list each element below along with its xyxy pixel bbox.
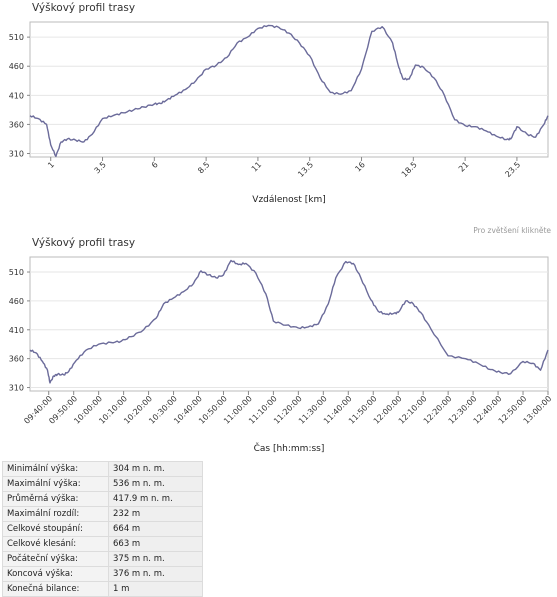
stats-row: Průměrná výška: 417.9 m n. m. bbox=[2, 491, 203, 507]
stats-value: 663 m bbox=[108, 536, 203, 552]
x-tick-label: 6 bbox=[150, 160, 160, 170]
y-tick-label: 360 bbox=[9, 355, 24, 364]
x-tick-label: 13.5 bbox=[296, 160, 315, 179]
x-tick-label: 16 bbox=[353, 160, 367, 174]
x-tick-label: 11 bbox=[250, 160, 264, 174]
zoom-hint: Pro zvětšení klikněte bbox=[473, 226, 551, 235]
elevation-line bbox=[29, 259, 549, 384]
stats-label: Maximální výška: bbox=[2, 476, 109, 492]
stats-value: 232 m bbox=[108, 506, 203, 522]
stats-value: 304 m n. m. bbox=[108, 461, 203, 477]
stats-row: Maximální výška: 536 m n. m. bbox=[2, 476, 203, 492]
y-tick-label: 310 bbox=[9, 150, 24, 159]
stats-label: Průměrná výška: bbox=[2, 491, 109, 507]
stats-row: Konečná bilance: 1 m bbox=[2, 581, 203, 597]
x-tick-label: 3.5 bbox=[93, 160, 108, 175]
y-tick-label: 510 bbox=[9, 33, 24, 42]
stats-table: Minimální výška: 304 m n. m. Maximální výš… bbox=[2, 461, 203, 597]
stats-value: 1 m bbox=[108, 581, 203, 597]
stats-label: Minimální výška: bbox=[2, 461, 109, 477]
stats-label: Maximální rozdíl: bbox=[2, 506, 109, 522]
chart-2-time[interactable]: 51046041036031009:40:0009:50:0010:00:001… bbox=[0, 235, 557, 460]
plot-area bbox=[29, 21, 549, 158]
stats-value: 417.9 m n. m. bbox=[108, 491, 203, 507]
stats-label: Celkové stoupání: bbox=[2, 521, 109, 537]
stats-row: Celkové klesání: 663 m bbox=[2, 536, 203, 552]
stats-label: Počáteční výška: bbox=[2, 551, 109, 567]
stats-row: Celkové stoupání: 664 m bbox=[2, 521, 203, 537]
x-tick-label: 21 bbox=[457, 160, 471, 174]
chart-1-title: Výškový profil trasy bbox=[32, 2, 136, 14]
plot-area bbox=[29, 256, 549, 392]
stats-label: Celkové klesání: bbox=[2, 536, 109, 552]
y-tick-label: 410 bbox=[9, 326, 24, 335]
x-tick-label: 23.5 bbox=[503, 160, 522, 179]
stats-row: Počáteční výška: 375 m n. m. bbox=[2, 551, 203, 567]
y-tick-label: 510 bbox=[9, 268, 24, 277]
stats-value: 375 m n. m. bbox=[108, 551, 203, 567]
y-tick-label: 460 bbox=[9, 297, 24, 306]
y-tick-label: 310 bbox=[9, 384, 24, 393]
y-tick-label: 460 bbox=[9, 62, 24, 71]
y-tick-label: 410 bbox=[9, 91, 24, 100]
y-tick-label: 360 bbox=[9, 120, 24, 129]
x-axis-label: Vzdálenost [km] bbox=[252, 195, 325, 205]
stats-value: 664 m bbox=[108, 521, 203, 537]
x-tick-label: 1 bbox=[46, 160, 56, 170]
chart-2-title: Výškový profil trasy bbox=[32, 237, 136, 249]
stats-label: Koncová výška: bbox=[2, 566, 109, 582]
x-axis-label: Čas [hh:mm:ss] bbox=[254, 442, 325, 454]
x-tick-label: 18.5 bbox=[400, 160, 419, 179]
stats-row: Koncová výška: 376 m n. m. bbox=[2, 566, 203, 582]
stats-row: Minimální výška: 304 m n. m. bbox=[2, 461, 203, 477]
stats-row: Maximální rozdíl: 232 m bbox=[2, 506, 203, 522]
elevation-line bbox=[29, 24, 549, 158]
stats-value: 376 m n. m. bbox=[108, 566, 203, 582]
x-tick-label: 8.5 bbox=[196, 160, 211, 175]
stats-label: Konečná bilance: bbox=[2, 581, 109, 597]
stats-value: 536 m n. m. bbox=[108, 476, 203, 492]
